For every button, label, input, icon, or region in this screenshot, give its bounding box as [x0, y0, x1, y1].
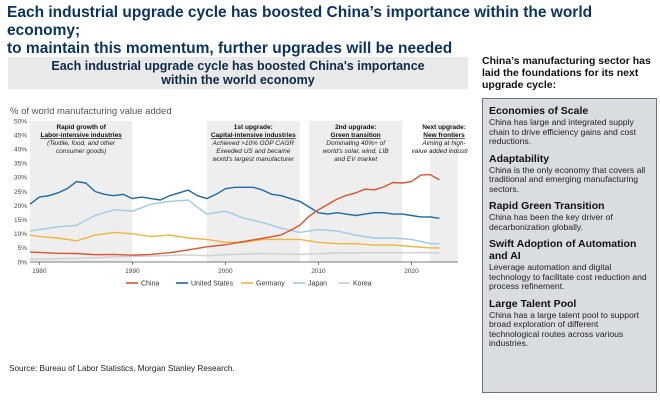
shaded-period-0 [30, 121, 133, 262]
period-title: Rapid growth of [56, 124, 106, 131]
period-note: (Textile, food, and other [47, 140, 116, 147]
period-note: consumer goods) [56, 148, 106, 155]
card-text: China has large and integrated supply ch… [489, 117, 636, 146]
series-line-japan [29, 199, 440, 245]
period-title: Next upgrade: [422, 124, 466, 131]
y-tick-label: 5% [18, 245, 28, 252]
x-tick-label: 2020 [404, 268, 419, 275]
page-title-line-1: Each industrial upgrade cycle has booste… [7, 4, 593, 39]
period-subtitle: New frontiers [423, 132, 465, 139]
y-tick-label: 0% [18, 259, 28, 266]
period-title: 2nd upgrade: [335, 124, 376, 131]
period-note: Achieved >10% GDP CAGR [212, 140, 295, 147]
period-note: Exeeded US and became [216, 148, 290, 155]
legend-label: Korea [353, 281, 372, 288]
shaded-period-3 [430, 121, 458, 262]
period-subtitle: Labor-intensive industries [41, 132, 123, 139]
series-line-china [29, 173, 440, 256]
y-tick-label: 45% [14, 132, 27, 139]
legend-label: Japan [308, 281, 327, 288]
line-chart: 0% 5% 10% 15% 20% 25% 30% 35% 40% 45% 50% 1980 1990 2… [14, 118, 468, 288]
card-text: China has a large talent pool to support… [489, 309, 640, 348]
y-tick-label: 40% [14, 147, 27, 154]
period-note: world's solar, wind, LIB [323, 148, 390, 155]
sidebar-box: Economies of Scale China has large and i… [482, 98, 657, 393]
card-text: China is the only economy that covers al… [489, 164, 646, 194]
chart-panel: Each industrial upgrade cycle has booste… [8, 57, 468, 357]
legend-label: China [141, 281, 159, 288]
card-green-transition: Rapid Green Transition China has been th… [489, 200, 650, 232]
y-tick-label: 50% [14, 118, 27, 125]
y-tick-label: 30% [14, 175, 27, 182]
period-note: value added industries [412, 148, 468, 155]
x-tick-label: 1990 [125, 268, 140, 275]
card-economies-of-scale: Economies of Scale China has large and i… [489, 105, 650, 147]
y-tick-label: 35% [14, 161, 27, 168]
legend-label: United States [191, 281, 234, 288]
y-tick-label: 10% [14, 231, 27, 238]
sidebar-heading: China’s manufacturing sector has laid th… [482, 55, 651, 91]
page-title: Each industrial upgrade cycle has booste… [7, 4, 647, 58]
period-note: Aiming at high- [421, 140, 466, 147]
x-tick-label: 2010 [311, 268, 326, 275]
chart-title-box [8, 57, 468, 89]
y-axis-label: % of world manufacturing value added [10, 106, 172, 117]
card-title: Large Talent Pool [489, 297, 577, 310]
series-line-germany [29, 231, 440, 249]
card-title: Adaptability [489, 152, 550, 165]
card-text: China has been the key driver of decarbo… [489, 212, 613, 232]
y-tick-label: 15% [14, 217, 27, 224]
period-note: and EV market [334, 156, 378, 163]
y-tick-label: 25% [14, 189, 27, 196]
x-tick-label: 2000 [218, 268, 233, 275]
legend-label: Germany [256, 281, 285, 288]
period-title: 1st upgrade: [234, 124, 273, 131]
card-adaptability: Adaptability China is the only economy t… [489, 153, 650, 195]
period-note: Dominating 40%+ of [326, 140, 386, 147]
period-subtitle: Green transition [331, 132, 381, 139]
period-subtitle: Capital-intensive industries [211, 132, 296, 139]
y-tick-label: 20% [14, 203, 27, 210]
card-title: Economies of Scale [489, 105, 589, 117]
chart-title-line-2: within the world economy [161, 73, 315, 87]
card-automation-ai: Swift Adoption of Automation and AI Leve… [489, 238, 650, 292]
x-tick-label: 1980 [32, 268, 47, 275]
card-title: Swift Adoption of Automation and AI [489, 238, 637, 262]
chart-title-line-1: Each industrial upgrade cycle has booste… [51, 59, 425, 73]
card-talent-pool: Large Talent Pool China has a large tale… [489, 298, 650, 349]
card-text: Leverage automation and digital technolo… [489, 262, 647, 291]
series-line-korea [30, 252, 440, 260]
series-line-united-states [29, 180, 440, 219]
page-title-line-2: to maintain this momentum, further upgra… [7, 40, 453, 57]
chart-title: Each industrial upgrade cycle has booste… [8, 59, 468, 87]
card-title: Rapid Green Transition [489, 200, 605, 212]
shaded-period-1 [206, 121, 300, 262]
period-note: world's largest manufacturer [213, 156, 295, 163]
source-note: Source: Bureau of Labor Statistics, Morg… [9, 364, 235, 373]
